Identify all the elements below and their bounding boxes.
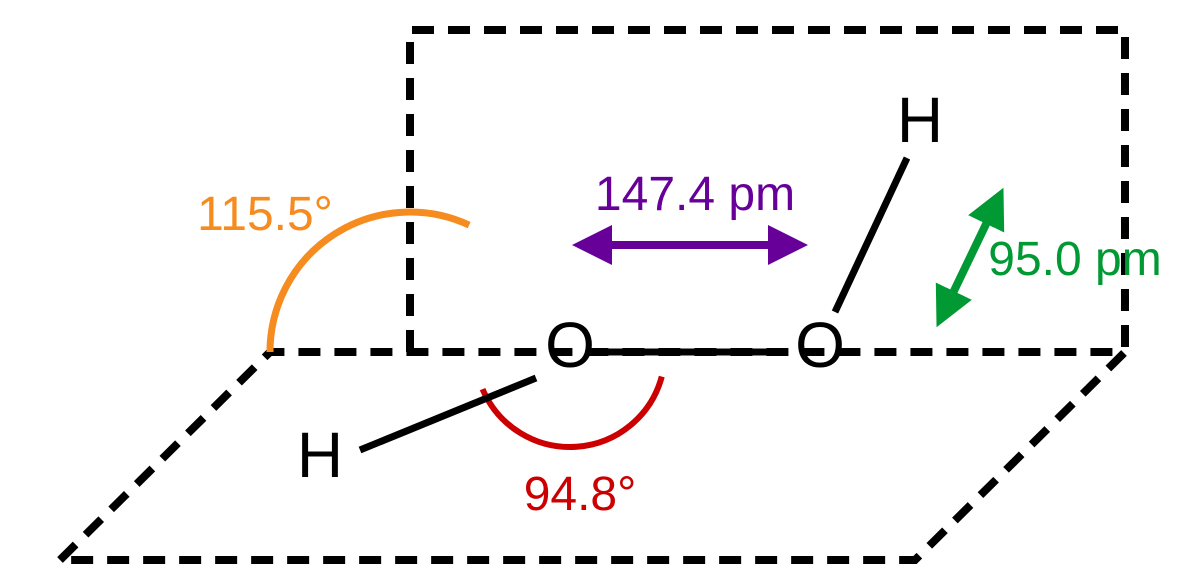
atom-label-O1: O (545, 309, 595, 381)
bond (360, 378, 536, 450)
atom-label-O2: O (795, 309, 845, 381)
dihedral-angle-label: 115.5° (197, 188, 333, 241)
oo-distance-label: 147.4 pm (595, 168, 795, 221)
bond (835, 158, 907, 312)
atom-label-H2: H (897, 84, 943, 156)
oh-distance-label: 95.0 pm (988, 233, 1161, 286)
molecule-diagram: O O H H 115.5° 147.4 pm 95.0 pm 94.8° (0, 0, 1200, 582)
atom-label-H1: H (297, 419, 343, 491)
horizontal-plane (60, 352, 1125, 560)
hoo-angle-label: 94.8° (524, 468, 637, 521)
